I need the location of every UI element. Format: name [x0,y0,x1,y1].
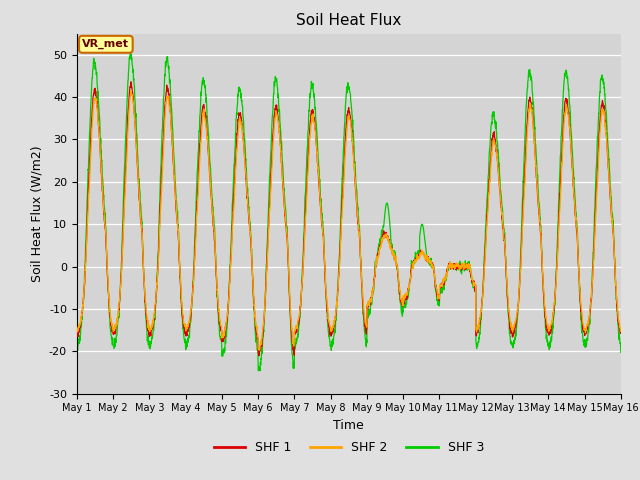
Y-axis label: Soil Heat Flux (W/m2): Soil Heat Flux (W/m2) [30,145,44,282]
Text: VR_met: VR_met [83,39,129,49]
Title: Soil Heat Flux: Soil Heat Flux [296,13,401,28]
X-axis label: Time: Time [333,419,364,432]
Legend: SHF 1, SHF 2, SHF 3: SHF 1, SHF 2, SHF 3 [209,436,489,459]
